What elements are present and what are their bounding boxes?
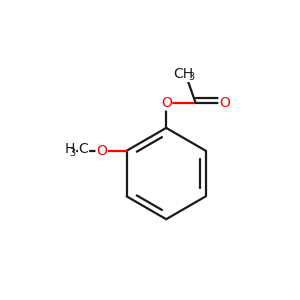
Text: H: H (65, 142, 75, 156)
Text: C: C (79, 142, 88, 156)
Text: O: O (161, 96, 172, 110)
Text: O: O (96, 144, 107, 158)
Text: O: O (219, 96, 230, 110)
Text: 3: 3 (188, 72, 195, 82)
Text: CH: CH (173, 67, 193, 81)
Text: 3: 3 (69, 148, 75, 158)
